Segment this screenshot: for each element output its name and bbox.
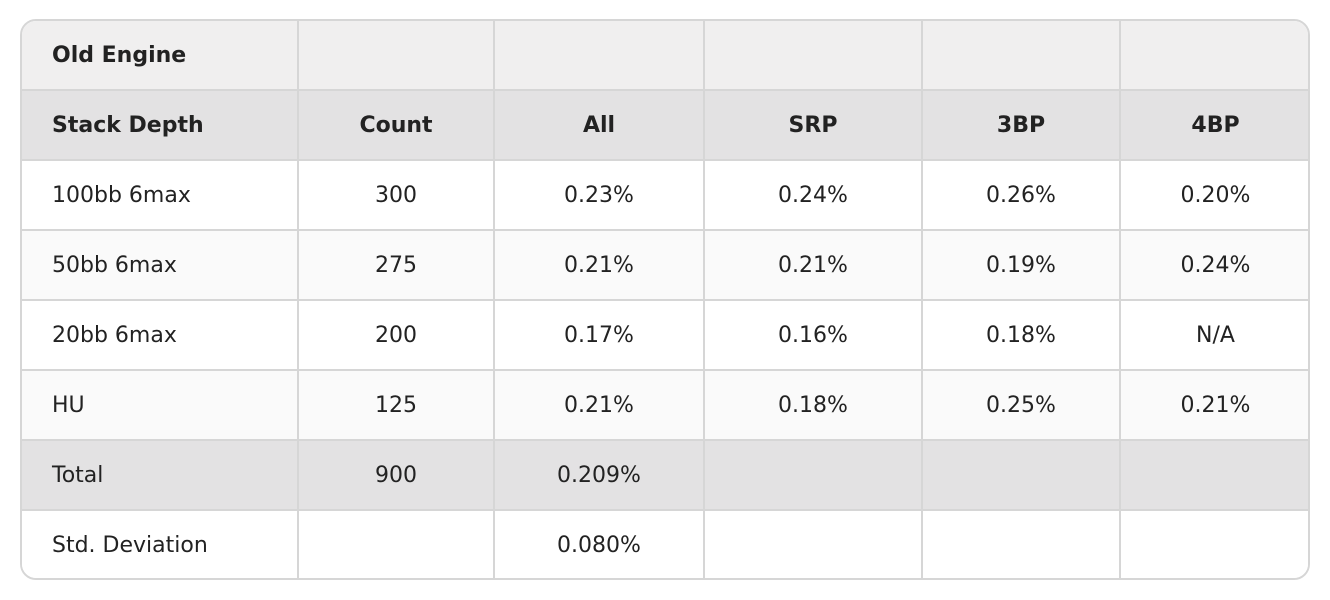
cell-3bp: 0.26% bbox=[921, 159, 1121, 231]
empty-cell bbox=[1119, 21, 1308, 91]
cell-stack-depth: 20bb 6max bbox=[22, 299, 299, 371]
cell-all: 0.21% bbox=[493, 369, 705, 441]
empty-cell bbox=[297, 21, 495, 91]
cell-4bp: 0.21% bbox=[1119, 369, 1308, 441]
cell-srp: 0.18% bbox=[703, 369, 923, 441]
std-deviation-4bp bbox=[1119, 509, 1308, 578]
table-row: 50bb 6max 275 0.21% 0.21% 0.19% 0.24% bbox=[22, 229, 1308, 301]
cell-srp: 0.21% bbox=[703, 229, 923, 301]
cell-count: 125 bbox=[297, 369, 495, 441]
total-label: Total bbox=[22, 439, 299, 511]
std-deviation-srp bbox=[703, 509, 923, 578]
cell-4bp: N/A bbox=[1119, 299, 1308, 371]
cell-srp: 0.16% bbox=[703, 299, 923, 371]
table-title: Old Engine bbox=[22, 21, 299, 91]
cell-4bp: 0.20% bbox=[1119, 159, 1308, 231]
total-row: Total 900 0.209% bbox=[22, 439, 1308, 511]
header-stack-depth: Stack Depth bbox=[22, 89, 299, 161]
stats-table-container: Old Engine Stack Depth Count All SRP 3BP… bbox=[20, 19, 1310, 580]
total-count: 900 bbox=[297, 439, 495, 511]
table-row: 100bb 6max 300 0.23% 0.24% 0.26% 0.20% bbox=[22, 159, 1308, 231]
header-all: All bbox=[493, 89, 705, 161]
std-deviation-label: Std. Deviation bbox=[22, 509, 299, 578]
total-srp bbox=[703, 439, 923, 511]
cell-stack-depth: 50bb 6max bbox=[22, 229, 299, 301]
cell-stack-depth: HU bbox=[22, 369, 299, 441]
table-row: HU 125 0.21% 0.18% 0.25% 0.21% bbox=[22, 369, 1308, 441]
cell-4bp: 0.24% bbox=[1119, 229, 1308, 301]
empty-cell bbox=[921, 21, 1121, 91]
total-4bp bbox=[1119, 439, 1308, 511]
std-deviation-row: Std. Deviation 0.080% bbox=[22, 509, 1308, 578]
table-header-row: Stack Depth Count All SRP 3BP 4BP bbox=[22, 89, 1308, 161]
table-title-row: Old Engine bbox=[22, 21, 1308, 91]
header-count: Count bbox=[297, 89, 495, 161]
cell-stack-depth: 100bb 6max bbox=[22, 159, 299, 231]
cell-srp: 0.24% bbox=[703, 159, 923, 231]
std-deviation-count bbox=[297, 509, 495, 578]
cell-3bp: 0.25% bbox=[921, 369, 1121, 441]
std-deviation-all: 0.080% bbox=[493, 509, 705, 578]
table-row: 20bb 6max 200 0.17% 0.16% 0.18% N/A bbox=[22, 299, 1308, 371]
cell-count: 275 bbox=[297, 229, 495, 301]
cell-all: 0.17% bbox=[493, 299, 705, 371]
header-4bp: 4BP bbox=[1119, 89, 1308, 161]
cell-3bp: 0.19% bbox=[921, 229, 1121, 301]
empty-cell bbox=[703, 21, 923, 91]
header-3bp: 3BP bbox=[921, 89, 1121, 161]
total-all: 0.209% bbox=[493, 439, 705, 511]
empty-cell bbox=[493, 21, 705, 91]
header-srp: SRP bbox=[703, 89, 923, 161]
std-deviation-3bp bbox=[921, 509, 1121, 578]
cell-count: 300 bbox=[297, 159, 495, 231]
cell-3bp: 0.18% bbox=[921, 299, 1121, 371]
cell-all: 0.23% bbox=[493, 159, 705, 231]
cell-all: 0.21% bbox=[493, 229, 705, 301]
stats-table: Old Engine Stack Depth Count All SRP 3BP… bbox=[22, 21, 1308, 578]
cell-count: 200 bbox=[297, 299, 495, 371]
total-3bp bbox=[921, 439, 1121, 511]
